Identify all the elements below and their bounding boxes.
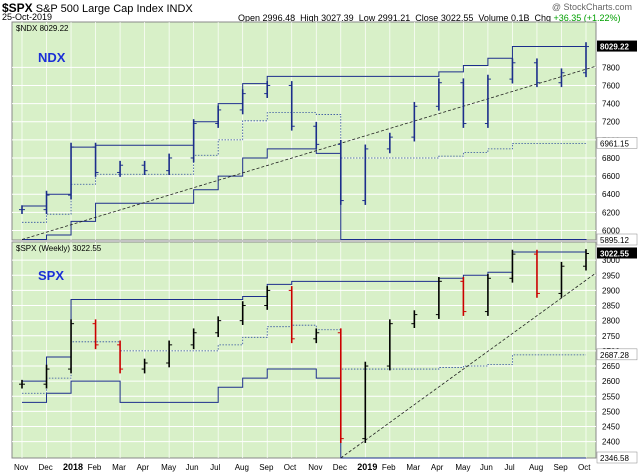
x-axis-label: Jul: [504, 463, 514, 472]
ndx-ytick-label: 7400: [602, 100, 620, 109]
ndx-tag-label: 6961.15: [600, 139, 629, 148]
spx-plot-area: [11, 241, 597, 459]
ndx-legend: $NDX 8029.22: [16, 24, 69, 33]
chart-date: 25-Oct-2019: [2, 12, 53, 22]
ndx-ytick-label: 6000: [602, 226, 620, 235]
spx-tag-box: [596, 348, 638, 361]
chart-title: $SPX S&P 500 Large Cap Index INDX: [2, 1, 193, 15]
x-axis-label: Nov: [308, 463, 322, 472]
spx-upper-channel: [22, 251, 586, 382]
x-axis-label: Aug: [529, 463, 543, 472]
ohlc-summary: Open 2996.48 High 3027.39 Low 2991.21 Cl…: [238, 13, 621, 23]
x-axis-label: Feb: [382, 463, 396, 472]
x-axis-label: Oct: [578, 463, 591, 472]
close-value: 3022.55: [440, 13, 474, 23]
ndx-tag-box: [596, 137, 638, 149]
high-label: High: [300, 13, 319, 23]
ndx-panel: 6000620064006600680070007200740076007800…: [11, 21, 638, 246]
ndx-tag-box: [596, 233, 638, 246]
x-axis-label: 2019: [357, 462, 377, 472]
volume-label: Volume: [478, 13, 509, 23]
ndx-tag-label: 5895.12: [600, 236, 629, 245]
spx-ytick-label: 2600: [602, 377, 620, 386]
x-axis-label: May: [455, 463, 470, 472]
spx-last-value-box: [597, 247, 637, 259]
open-value: 2996.48: [262, 13, 296, 23]
chg-label: Chg: [534, 13, 551, 23]
ndx-ytick-label: 7600: [602, 81, 620, 90]
x-axis-label: Nov: [14, 463, 28, 472]
volume-value: 0.1B: [510, 13, 530, 23]
chart-header: $SPX S&P 500 Large Cap Index INDX 25-Oct…: [0, 0, 640, 23]
x-axis-label: 2018: [63, 462, 83, 472]
spx-tag-label: 2346.58: [600, 454, 629, 463]
low-value: 2991.21: [377, 13, 411, 23]
spx-last-value-tag: 3022.55: [600, 249, 629, 258]
spx-ytick-label: 2500: [602, 407, 620, 416]
ndx-lower-channel: [22, 148, 587, 241]
chg-value: +36.35 (+1.22%): [553, 13, 621, 23]
x-axis-label: Apr: [137, 463, 150, 472]
spx-series-label: SPX: [38, 268, 64, 283]
spx-tag-box: [596, 451, 638, 464]
ndx-last-value-box: [597, 40, 637, 52]
index-name: S&P 500 Large Cap Index: [35, 3, 164, 15]
spx-ytick-label: 2750: [602, 332, 620, 341]
ndx-ytick-label: 7200: [602, 118, 620, 127]
x-axis-label: Sep: [259, 463, 274, 472]
x-axis-label: Jun: [186, 463, 199, 472]
x-axis-label: Sep: [553, 463, 568, 472]
x-axis-label: Mar: [112, 463, 126, 472]
low-label: Low: [358, 13, 376, 23]
exchange: INDX: [166, 3, 193, 15]
ndx-last-value-tag: 8029.22: [600, 43, 629, 52]
open-label: Open: [238, 13, 261, 23]
x-axis-label: Jun: [480, 463, 493, 472]
ndx-ytick-label: 6400: [602, 190, 620, 199]
x-axis-label: Dec: [39, 463, 53, 472]
x-axis-label: Dec: [333, 463, 347, 472]
x-axis-label: Aug: [235, 463, 249, 472]
ndx-series-label: NDX: [38, 50, 66, 65]
spx-ytick-label: 2650: [602, 362, 620, 371]
ndx-ytick-label: 7800: [602, 63, 620, 72]
spx-ytick-label: 2400: [602, 438, 620, 447]
spx-tag-label: 2687.28: [600, 351, 629, 360]
spx-ytick-label: 2850: [602, 302, 620, 311]
watermark: @ StockCharts.com: [551, 2, 632, 12]
spx-trendline: [340, 272, 597, 459]
symbol: $SPX: [2, 1, 33, 15]
x-axis-label: Apr: [431, 463, 444, 472]
high-value: 3027.39: [321, 13, 354, 23]
spx-ytick-label: 2450: [602, 423, 620, 432]
close-label: Close: [415, 13, 439, 23]
x-axis-label: Oct: [284, 463, 297, 472]
ndx-ytick-label: 6200: [602, 208, 620, 217]
x-axis-label: Jul: [210, 463, 220, 472]
x-axis-label: Feb: [88, 463, 102, 472]
ndx-ytick-label: 6800: [602, 154, 620, 163]
spx-panel: 2400245025002550260026502700275028002850…: [11, 241, 638, 464]
spx-ytick-label: 2900: [602, 286, 620, 295]
spx-ytick-label: 2550: [602, 392, 620, 401]
spx-legend: $SPX (Weekly) 3022.55: [16, 244, 102, 253]
spx-ytick-label: 2800: [602, 317, 620, 326]
x-axis-label: May: [161, 463, 176, 472]
spx-ytick-label: 2950: [602, 271, 620, 280]
ndx-plot-area: [11, 21, 597, 241]
spx-ytick-label: 3000: [602, 256, 620, 265]
x-axis-label: Mar: [406, 463, 420, 472]
spx-lower-channel: [22, 368, 586, 459]
ndx-ytick-label: 6600: [602, 172, 620, 181]
